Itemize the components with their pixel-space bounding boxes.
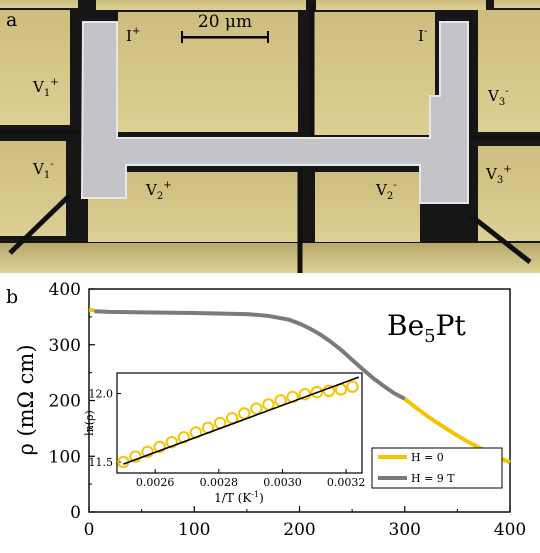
y-tick-label: 300 (49, 336, 81, 356)
inset-data-point (141, 445, 154, 458)
legend-label-h9: H = 9 T (411, 472, 455, 485)
inset-series (117, 376, 360, 469)
contact-wires (0, 5, 540, 273)
inset-data-point (129, 450, 142, 463)
inset-x-label: 1/T (K-1) (214, 490, 264, 505)
sample-bar (80, 21, 469, 204)
contact-label: I+ (126, 26, 140, 45)
sem-micrograph: 20 μm a I+ I- V1+ V1- V2+ V2- V3- V3+ (0, 0, 540, 273)
inset-data-point (346, 380, 359, 393)
compound-annotation: Be5Pt (387, 309, 466, 347)
contact-label: V1+ (32, 77, 59, 99)
scale-bar (181, 36, 269, 39)
contact-label: V3+ (485, 164, 512, 186)
inset-data-point (310, 385, 324, 399)
y-tick-label: 100 (49, 447, 81, 467)
contact-label: V2+ (145, 180, 172, 202)
inset-x-tick-label: 0.0032 (327, 476, 366, 489)
x-tick-label: 100 (178, 520, 210, 540)
y-tick-label: 200 (49, 392, 81, 412)
inset-x-tick-label: 0.0026 (136, 476, 175, 489)
contact-labels: I+ I- V1+ V1- V2+ V2- V3- V3+ (32, 26, 512, 202)
panel-a-label: a (6, 9, 17, 31)
series-h9-line (94, 309, 406, 401)
contact-label: V1- (32, 159, 54, 181)
contact-label: V3- (487, 86, 509, 108)
inset-chart: 0.0026 0.0028 0.0030 0.0032 11.5 12.0 ln(ρ) 1… (83, 372, 366, 505)
legend-label-h0: H = 0 (411, 451, 444, 464)
x-tick-label: 200 (283, 520, 315, 540)
inset-data-point (250, 402, 263, 415)
inset-data-point (298, 388, 311, 401)
panel-b-label: b (6, 286, 18, 308)
x-tick-label: 0 (84, 520, 95, 540)
resistivity-chart: b 0 100 200 300 400 0 100 200 300 400 ρ (mΩ cm) B… (6, 280, 526, 540)
x-tick-label: 300 (389, 520, 421, 540)
inset-y-tick-label: 12.0 (89, 388, 114, 401)
inset-y-tick-label: 11.5 (89, 456, 114, 469)
main-axis-ticks: 0 100 200 300 400 0 100 200 300 400 (49, 280, 527, 540)
x-tick-label: 400 (494, 520, 526, 540)
legend: H = 0 H = 9 T (371, 447, 503, 489)
inset-data-point (153, 440, 166, 454)
inset-fit-line (123, 376, 360, 465)
inset-x-tick-label: 0.0030 (263, 476, 302, 489)
inset-x-tick-label: 0.0028 (200, 476, 239, 489)
contact-label: I- (418, 26, 427, 45)
inset-axis-ticks: 0.0026 0.0028 0.0030 0.0032 11.5 12.0 (89, 388, 366, 489)
scale-bar-label: 20 μm (198, 12, 252, 32)
contact-label: V2- (375, 180, 397, 202)
inset-data-point (165, 435, 178, 449)
y-axis-label: ρ (mΩ cm) (14, 344, 38, 455)
y-tick-label: 0 (70, 503, 81, 523)
inset-y-label: ln(ρ) (83, 410, 96, 436)
y-tick-label: 400 (49, 280, 81, 300)
